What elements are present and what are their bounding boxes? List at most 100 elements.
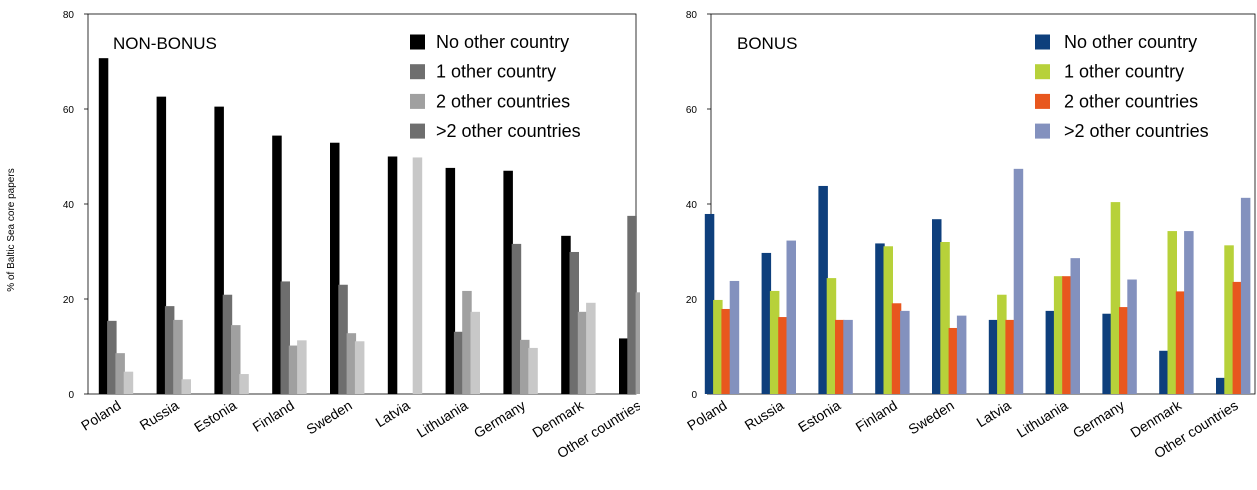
- bar-finland-series-3: [297, 340, 307, 394]
- legend-swatch: [410, 123, 425, 139]
- legend-label: 1 other country: [436, 62, 556, 82]
- y-tick-label: 0: [68, 390, 74, 401]
- bar-germany-series-2: [1119, 307, 1129, 394]
- bar-russia-series-1: [164, 306, 175, 394]
- bar-poland-series-2: [115, 353, 125, 394]
- legend-swatch: [410, 64, 425, 80]
- x-tick-label: Poland: [78, 397, 123, 434]
- bar-russia-series-3: [181, 379, 191, 394]
- x-tick-label: Sweden: [905, 397, 956, 437]
- x-tick-label: Sweden: [303, 397, 354, 437]
- bar-finland-series-1: [883, 246, 893, 394]
- bar-denmark-series-1: [1167, 231, 1177, 394]
- legend-swatch: [410, 34, 425, 50]
- legend-label: No other country: [1064, 32, 1197, 52]
- bar-sweden-series-1: [940, 242, 950, 394]
- bar-sweden-series-0: [330, 142, 340, 394]
- y-tick-label: 40: [686, 200, 698, 211]
- bar-sweden-series-3: [956, 315, 967, 394]
- bar-other-countries-series-3: [1240, 197, 1251, 394]
- y-tick-label: 20: [686, 295, 698, 306]
- bar-finland-series-0: [875, 243, 885, 394]
- bar-poland-series-0: [98, 58, 109, 395]
- bar-lithuania-series-0: [445, 167, 456, 394]
- bar-other-countries-series-2: [635, 292, 640, 394]
- bar-estonia-series-3: [239, 374, 249, 394]
- bar-other-countries-series-1: [627, 215, 637, 394]
- bar-sweden-series-2: [948, 327, 959, 394]
- bar-russia-series-2: [778, 317, 788, 394]
- legend-swatch: [1035, 123, 1050, 139]
- x-tick-label: Finland: [250, 397, 297, 435]
- legend-swatch: [1035, 34, 1050, 50]
- y-tick-label: 80: [686, 10, 698, 21]
- bar-germany-series-2: [520, 339, 530, 394]
- y-axis-title: % of Baltic Sea core papers: [6, 168, 17, 291]
- bar-germany-series-1: [511, 243, 522, 394]
- x-tick-label: Finland: [853, 397, 900, 435]
- bar-latvia-series-3: [1013, 168, 1024, 394]
- bar-finland-series-1: [280, 281, 290, 394]
- bar-lithuania-series-3: [470, 311, 480, 394]
- bar-lithuania-series-0: [1045, 310, 1056, 394]
- bar-poland-series-2: [721, 308, 731, 394]
- bar-other-countries-series-1: [1224, 245, 1234, 394]
- bar-finland-series-3: [900, 310, 910, 394]
- x-tick-label: Estonia: [191, 397, 239, 435]
- bar-russia-series-0: [761, 252, 772, 394]
- x-tick-label: Estonia: [795, 397, 843, 435]
- x-tick-label: Germany: [1070, 397, 1127, 441]
- legend-label: >2 other countries: [1064, 121, 1209, 141]
- bar-latvia-series-0: [988, 319, 999, 394]
- y-tick-label: 60: [686, 105, 698, 116]
- x-tick-label: Russia: [137, 397, 182, 433]
- y-tick-label: 80: [63, 10, 75, 21]
- bar-finland-series-2: [288, 345, 299, 394]
- bar-germany-series-1: [1110, 202, 1121, 394]
- bar-poland-series-0: [704, 213, 715, 394]
- bar-sweden-series-3: [354, 341, 365, 394]
- bar-denmark-series-3: [586, 302, 596, 394]
- bar-estonia-series-0: [214, 106, 224, 394]
- bar-latvia-series-0: [387, 156, 398, 394]
- x-tick-label: Poland: [684, 397, 729, 434]
- bar-russia-series-3: [786, 240, 796, 394]
- bar-lithuania-series-1: [1053, 276, 1064, 394]
- legend-swatch: [1035, 64, 1050, 80]
- bar-germany-series-0: [503, 170, 513, 394]
- legend-label: 1 other country: [1064, 62, 1184, 82]
- x-tick-label: Russia: [742, 397, 787, 433]
- legend-label: 2 other countries: [436, 91, 570, 111]
- legend-label: No other country: [436, 32, 569, 52]
- legend-label: >2 other countries: [436, 121, 581, 141]
- non-bonus-chart: 0 20 40 60 80 NON-BONUS Poland Russia Estonia Fin…: [63, 10, 640, 461]
- y-tick-label: 20: [63, 295, 75, 306]
- bar-poland-series-3: [123, 371, 134, 394]
- chart-title: NON-BONUS: [113, 34, 217, 53]
- bar-latvia-series-2: [1005, 319, 1015, 394]
- bar-finland-series-0: [272, 135, 282, 394]
- x-tick-label: Lithuania: [414, 397, 471, 441]
- bonus-chart: 0 20 40 60 80 BONUS Poland Russia Estonia Finland…: [684, 10, 1256, 461]
- bar-lithuania-series-3: [1070, 258, 1080, 394]
- bar-estonia-series-2: [835, 319, 845, 394]
- bar-poland-series-1: [713, 299, 723, 394]
- bar-germany-series-3: [528, 347, 538, 394]
- bar-russia-series-0: [156, 96, 167, 395]
- bar-latvia-series-1: [997, 294, 1007, 394]
- bar-denmark-series-2: [1175, 291, 1186, 394]
- bar-lithuania-series-2: [462, 290, 472, 394]
- bar-estonia-series-1: [222, 294, 233, 394]
- bar-estonia-series-1: [826, 278, 837, 394]
- bar-denmark-series-0: [1159, 350, 1169, 394]
- bar-other-countries-series-0: [1216, 377, 1226, 394]
- x-tick-label: Germany: [471, 397, 528, 441]
- bar-finland-series-2: [891, 303, 902, 394]
- y-tick-label: 60: [63, 105, 75, 116]
- bar-estonia-series-3: [843, 319, 853, 394]
- bar-lithuania-series-1: [453, 331, 464, 394]
- bar-denmark-series-0: [561, 235, 571, 394]
- legend-swatch: [1035, 93, 1050, 109]
- bar-russia-series-1: [769, 290, 780, 394]
